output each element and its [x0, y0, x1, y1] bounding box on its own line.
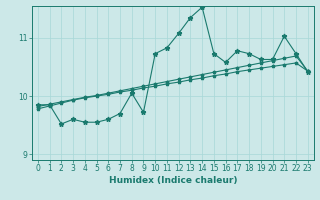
X-axis label: Humidex (Indice chaleur): Humidex (Indice chaleur)	[108, 176, 237, 185]
